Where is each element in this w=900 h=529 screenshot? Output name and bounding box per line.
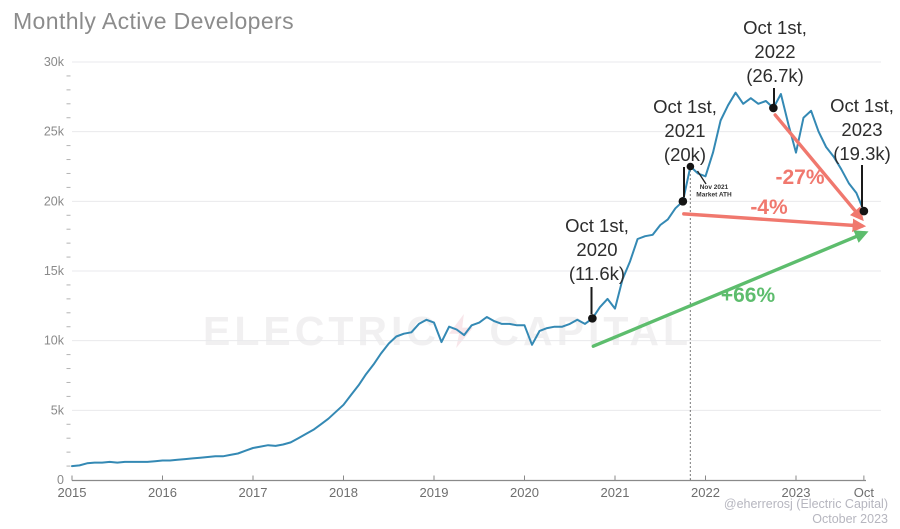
y-tick-label: 20k bbox=[44, 194, 65, 208]
annotation-oct-2020-text: 2020 bbox=[576, 239, 617, 260]
trend-arrow-gain-66 bbox=[591, 230, 869, 348]
x-tick-label: 2023 bbox=[782, 485, 811, 500]
credit: @eherrerosj (Electric Capital) October 2… bbox=[724, 497, 888, 527]
x-tick-label: 2016 bbox=[148, 485, 177, 500]
x-tick-label: Oct bbox=[854, 485, 875, 500]
x-tick-label: 2017 bbox=[239, 485, 268, 500]
trend-arrow-drop-4 bbox=[682, 212, 867, 233]
page-title: Monthly Active Developers bbox=[13, 8, 295, 34]
trend-arrow-drop-27 bbox=[773, 113, 864, 222]
x-tick-label: 2018 bbox=[329, 485, 358, 500]
y-tick-label: 25k bbox=[44, 125, 65, 139]
arrow-label-drop-4: -4% bbox=[750, 196, 788, 219]
credit-author: @eherrerosj (Electric Capital) bbox=[723, 497, 888, 511]
annotation-oct-2022-text: 2022 bbox=[754, 41, 795, 62]
x-tick-label: 2021 bbox=[601, 485, 630, 500]
annotation-oct-2020-text: Oct 1st, bbox=[565, 215, 629, 236]
x-tick-label: 2020 bbox=[510, 485, 539, 500]
annotation-oct-2021-text: 2021 bbox=[664, 120, 705, 141]
annotation-oct-2022-text: (26.7k) bbox=[746, 65, 804, 86]
market-ath-label: Nov 2021 bbox=[700, 184, 729, 191]
annotation-oct-2020-text: (11.6k) bbox=[569, 263, 625, 284]
watermark-text: ELECTRIC CAPITAL bbox=[203, 308, 693, 354]
y-tick-label: 10k bbox=[44, 334, 65, 348]
y-tick-label: 30k bbox=[44, 55, 65, 69]
annotation-oct-2022-dot bbox=[769, 103, 778, 113]
market-ath-label: Market ATH bbox=[696, 192, 732, 199]
annotation-oct-2022-text: Oct 1st, bbox=[743, 17, 807, 38]
credit-date: October 2023 bbox=[812, 512, 888, 526]
annotation-oct-2023-dot bbox=[859, 206, 869, 216]
annotation-oct-2020-dot bbox=[588, 314, 597, 323]
annotation-oct-2021-dot bbox=[678, 197, 688, 206]
arrow-label-gain-66: +66% bbox=[721, 284, 776, 307]
x-tick-label: 2019 bbox=[420, 485, 449, 500]
market-ath-leader-line bbox=[696, 170, 707, 185]
annotation-oct-2021-text: Oct 1st, bbox=[653, 96, 717, 117]
annotation-oct-2023-text: (19.3k) bbox=[833, 143, 891, 164]
x-tick-label: 2022 bbox=[691, 485, 720, 500]
annotation-oct-2023-text: 2023 bbox=[841, 119, 882, 140]
annotation-oct-2021-text: (20k) bbox=[664, 144, 706, 165]
y-tick-label: 15k bbox=[44, 264, 65, 278]
x-tick-label: 2015 bbox=[58, 485, 87, 500]
developer-trend-line bbox=[71, 91, 865, 468]
y-tick-label: 5k bbox=[51, 403, 65, 417]
market-ath-dot bbox=[686, 162, 695, 171]
y-tick-label: 0 bbox=[57, 473, 64, 487]
watermark: ELECTRIC CAPITAL bbox=[203, 308, 692, 355]
annotation-oct-2023-text: Oct 1st, bbox=[830, 95, 894, 116]
arrow-label-drop-27: -27% bbox=[775, 166, 824, 189]
